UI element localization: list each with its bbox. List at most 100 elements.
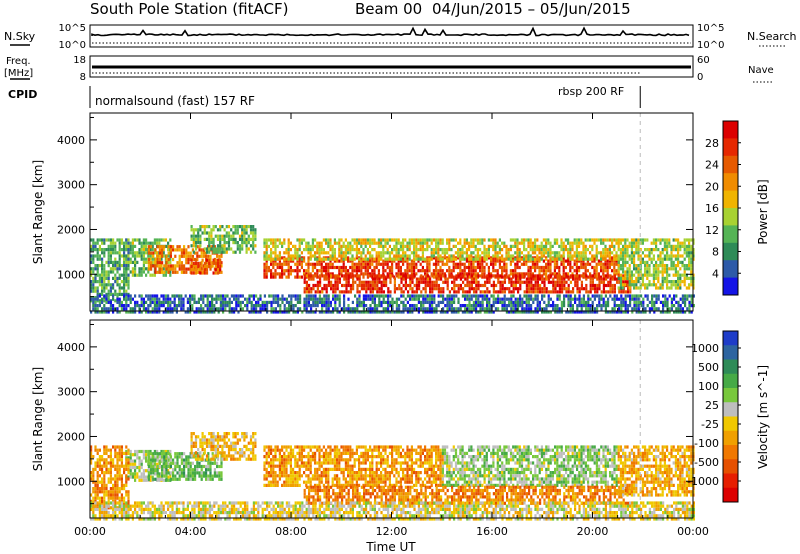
data-cell — [318, 269, 321, 273]
data-cell — [276, 272, 279, 276]
data-cell — [230, 228, 233, 232]
data-cell — [496, 251, 499, 255]
data-cell — [512, 290, 515, 294]
power-ylabel: Slant Range [km] — [31, 160, 45, 264]
data-cell — [125, 260, 128, 264]
data-cell — [112, 276, 115, 280]
data-cell — [310, 294, 313, 298]
data-cell — [399, 259, 402, 263]
data-cell — [685, 238, 688, 242]
data-cell — [316, 283, 319, 288]
data-cell — [196, 270, 199, 274]
data-cell — [510, 290, 513, 294]
data-cell — [178, 300, 181, 304]
data-cell — [172, 474, 175, 478]
data-cell — [565, 294, 568, 298]
data-cell — [142, 248, 145, 252]
data-cell — [602, 280, 605, 284]
data-cell — [562, 269, 565, 273]
data-cell — [116, 292, 119, 296]
data-cell — [125, 270, 128, 274]
data-cell — [529, 265, 532, 270]
data-cell — [505, 275, 508, 279]
data-cell — [147, 264, 150, 268]
data-cell — [450, 257, 453, 261]
data-cell — [477, 274, 480, 278]
data-cell — [112, 310, 115, 314]
data-cell — [443, 262, 446, 266]
data-cell — [307, 297, 310, 301]
data-cell — [607, 283, 610, 288]
data-cell — [404, 287, 407, 291]
data-cell — [230, 234, 233, 238]
data-cell — [147, 471, 150, 475]
data-cell — [175, 310, 178, 314]
data-cell — [553, 241, 556, 245]
data-cell — [134, 300, 137, 304]
data-cell — [371, 256, 374, 260]
data-cell — [380, 310, 383, 314]
cpid-label: CPID — [8, 88, 37, 101]
data-cell — [163, 461, 166, 465]
data-cell — [530, 290, 533, 294]
data-cell — [677, 273, 680, 277]
data-cell — [169, 310, 172, 314]
data-cell — [274, 262, 277, 266]
data-cell — [589, 277, 592, 281]
data-cell — [657, 264, 660, 268]
data-cell — [600, 307, 603, 311]
data-cell — [685, 254, 688, 258]
data-cell — [96, 238, 99, 242]
data-cell — [655, 276, 658, 280]
data-cell — [353, 262, 356, 266]
data-cell — [670, 300, 673, 304]
data-cell — [300, 241, 303, 245]
data-cell — [578, 257, 581, 261]
data-cell — [578, 294, 581, 298]
data-cell — [668, 286, 671, 290]
data-cell — [270, 238, 273, 242]
data-cell — [424, 269, 427, 273]
data-cell — [635, 267, 638, 271]
data-cell — [98, 283, 101, 287]
data-cell — [265, 238, 268, 242]
data-cell — [101, 297, 104, 301]
data-cell — [263, 244, 266, 248]
data-cell — [624, 270, 627, 274]
data-cell — [672, 264, 675, 268]
data-cell — [127, 238, 130, 242]
data-cell — [136, 260, 139, 264]
data-cell — [473, 280, 476, 284]
data-cell — [215, 297, 218, 301]
data-cell — [112, 238, 115, 242]
data-cell — [347, 304, 350, 308]
data-cell — [292, 304, 295, 308]
data-cell — [431, 294, 434, 298]
data-cell — [666, 283, 669, 287]
data-cell — [622, 300, 625, 304]
data-cell — [690, 238, 693, 242]
data-cell — [316, 257, 319, 261]
data-cell — [661, 283, 664, 287]
data-cell — [175, 307, 178, 311]
data-cell — [187, 257, 190, 262]
data-cell — [287, 251, 290, 255]
data-cell — [503, 277, 506, 281]
data-cell — [127, 286, 130, 290]
data-cell — [307, 262, 310, 266]
data-cell — [336, 277, 339, 281]
data-cell — [641, 273, 644, 277]
data-cell — [349, 290, 352, 294]
data-cell — [426, 280, 429, 284]
data-cell — [316, 287, 319, 291]
data-cell — [140, 462, 143, 466]
data-cell — [692, 294, 695, 298]
data-cell — [96, 251, 99, 255]
data-cell — [580, 310, 583, 314]
data-cell — [340, 259, 343, 263]
data-cell — [196, 257, 199, 262]
data-cell — [424, 294, 427, 298]
data-cell — [154, 477, 157, 481]
data-cell — [428, 307, 431, 311]
